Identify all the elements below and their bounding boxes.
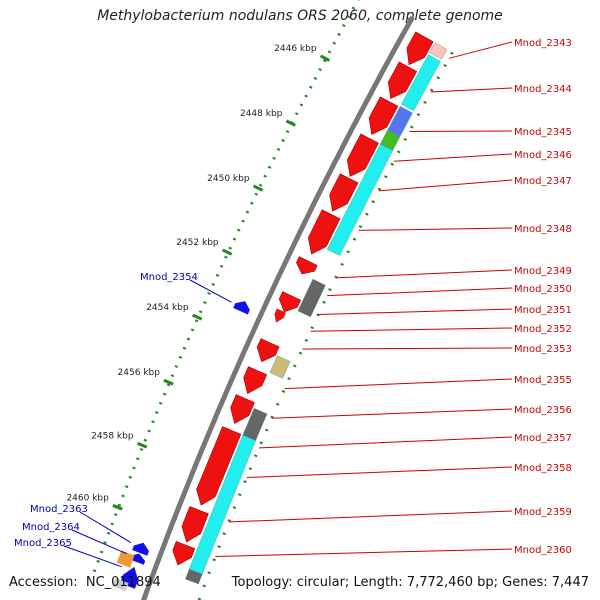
gene-label: Mnod_2347 [514, 176, 572, 187]
gene-label: Mnod_2363 [30, 504, 88, 515]
scale-tick [136, 441, 148, 449]
gene-label-connector [393, 153, 513, 162]
forward-cds-arrow [296, 256, 318, 275]
gene-label-connector [259, 436, 513, 449]
genes-label: Genes: [502, 575, 548, 590]
gene-label-connector [215, 548, 513, 557]
gene-label: Mnod_2354 [140, 272, 198, 283]
gene-label: Mnod_2364 [22, 522, 80, 533]
cog-block [326, 143, 393, 256]
gene-label: Mnod_2343 [514, 38, 572, 49]
gene-label: Mnod_2356 [514, 405, 572, 416]
gene-label-connector [409, 130, 513, 133]
gene-label-connector [71, 529, 127, 555]
gene-label-connector [358, 227, 513, 231]
gene-label-connector [310, 327, 513, 332]
gene-label: Mnod_2348 [514, 224, 572, 235]
gene-label-connector [327, 287, 513, 297]
gene-label-connector [284, 378, 513, 390]
accession-info: Accession: NC_011894 [9, 575, 161, 590]
gene-label-connector [271, 408, 513, 419]
scale-tick [191, 313, 203, 321]
reverse-cds-arrow [233, 301, 250, 315]
gene-label-connector [335, 269, 513, 279]
scale-label: 2458 kbp [91, 431, 134, 441]
forward-cds-arrow [278, 291, 302, 313]
gene-label-connector [189, 279, 232, 303]
gene-label: Mnod_2355 [514, 375, 572, 386]
forward-cds-arrow [406, 31, 434, 66]
reverse-cds-arrow [132, 542, 149, 556]
backbone-ring [140, 15, 415, 600]
scale-ring [90, 0, 360, 580]
gene-label-connector [302, 347, 513, 350]
gene-label: Mnod_2351 [514, 305, 572, 316]
gene-label: Mnod_2365 [14, 538, 72, 549]
gene-label: Mnod_2358 [514, 463, 572, 474]
cog-block [429, 42, 448, 60]
cog-block [297, 278, 326, 318]
scale-label: 2452 kbp [176, 238, 219, 248]
gene-label-connector [430, 87, 513, 93]
scale-tick [163, 378, 174, 386]
map-title: Methylobacterium nodulans ORS 2060, comp… [97, 8, 503, 24]
forward-cds-arrow [368, 96, 399, 135]
accession-label: Accession: [9, 575, 78, 590]
gene-label: Mnod_2352 [514, 324, 572, 335]
gene-label: Mnod_2344 [514, 84, 572, 95]
gene-label: Mnod_2345 [514, 127, 572, 138]
gene-label: Mnod_2349 [514, 266, 572, 277]
gene-label: Mnod_2357 [514, 433, 572, 444]
scale-label: 2454 kbp [146, 303, 189, 313]
forward-cds-arrow [329, 173, 359, 212]
forward-cds-arrow [243, 366, 268, 395]
scale-label: 2446 kbp [274, 44, 317, 54]
scale-tick [285, 119, 296, 127]
scale-tick [252, 184, 264, 192]
gene-label-connector [246, 466, 513, 478]
scale-tick [221, 248, 233, 256]
length-value: 7,772,460 bp [406, 575, 494, 590]
forward-cds-arrow [387, 61, 418, 100]
topology-value: circular [296, 575, 345, 590]
forward-cds-arrow [256, 338, 280, 363]
forward-cds-arrow [274, 308, 286, 323]
gene-label: Mnod_2346 [514, 150, 572, 161]
gene-label-connector [79, 511, 132, 543]
cog-block [112, 578, 129, 592]
gene-label-connector [63, 545, 122, 568]
forward-cds-arrow [230, 394, 255, 424]
accession-value: NC_011894 [85, 575, 161, 590]
gene-label: Mnod_2360 [514, 545, 572, 556]
scale-tick [112, 504, 123, 511]
cog-block [269, 355, 291, 379]
gene-label-connector [378, 179, 513, 192]
genome-stats: Topology: circular; Length: 7,772,460 bp… [231, 575, 589, 590]
scale-label: 2450 kbp [207, 174, 250, 184]
gene-label: Mnod_2353 [514, 344, 572, 355]
scale-label: 2448 kbp [240, 109, 283, 119]
cog-block [401, 54, 441, 112]
cog-block [185, 568, 203, 585]
forward-cds-arrow [346, 133, 379, 177]
length-label: Length: [353, 575, 403, 590]
gene-label: Mnod_2359 [514, 507, 572, 518]
gene-label-connector [228, 510, 513, 523]
topology-label: Topology: [231, 575, 293, 590]
forward-cds-arrow [196, 426, 242, 506]
gene-label-connector [318, 308, 513, 315]
genes-value: 7,447 [551, 575, 589, 590]
forward-cds-arrow [307, 209, 341, 255]
scale-label: 2460 kbp [66, 493, 109, 503]
gene-label: Mnod_2350 [514, 284, 572, 295]
cog-block [116, 550, 135, 568]
gene-label-connector [448, 41, 513, 59]
scale-tick [319, 54, 331, 62]
scale-label: 2456 kbp [118, 368, 161, 378]
forward-cds-arrow [172, 541, 196, 566]
forward-cds-arrow [181, 506, 209, 543]
